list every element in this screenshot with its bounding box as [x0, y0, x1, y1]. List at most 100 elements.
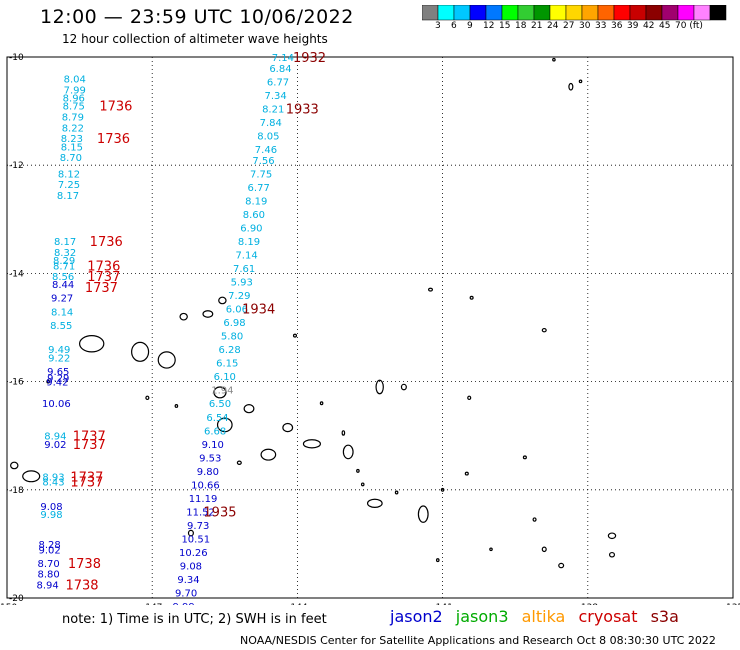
island-outline	[260, 448, 277, 461]
wave-height-value: 6.50	[209, 399, 231, 410]
wave-height-value: 6.10	[214, 372, 236, 383]
pass-time-label: 1737	[87, 270, 120, 285]
lat-tick-label: -10	[9, 53, 24, 63]
island-outline	[46, 379, 50, 384]
wave-height-value: 8.96	[63, 94, 85, 105]
island-outline	[607, 532, 617, 540]
island-outline	[541, 546, 547, 553]
legend-label: 3	[435, 21, 441, 31]
wave-height-value: 6.15	[216, 359, 238, 370]
island-outline	[174, 403, 179, 408]
wave-height-value: 8.80	[37, 570, 59, 581]
wave-height-value: 8.94	[44, 432, 66, 443]
island-outline	[489, 547, 493, 552]
pass-time-label: 1737	[73, 438, 106, 453]
wave-height-value: 5.93	[231, 278, 253, 289]
wave-height-value: 7.14	[272, 53, 294, 64]
mission-cryosat: cryosat	[578, 607, 638, 626]
wave-height-value: 8.43	[42, 478, 64, 489]
wave-height-value: 9.80	[197, 467, 219, 478]
island-outline	[282, 422, 294, 433]
wave-height-value: 6.77	[248, 183, 270, 194]
pass-time-label: 1932	[293, 51, 326, 66]
island-outline	[532, 517, 537, 522]
wave-height-value: 8.79	[62, 113, 84, 124]
lon-tick-label: -138	[578, 603, 599, 605]
island-outline	[435, 558, 440, 563]
wave-height-value: 9.70	[175, 589, 197, 600]
island-outline	[417, 505, 429, 523]
color-legend-bar	[422, 5, 727, 21]
wave-height-value: 8.19	[245, 196, 267, 207]
wave-height-value: 7.29	[228, 291, 250, 302]
wave-height-value: 7.14	[235, 250, 257, 261]
wave-height-value: 6.28	[219, 345, 241, 356]
lat-tick-label: -16	[9, 378, 24, 388]
wave-height-map: -150 -147 -144 -141 -138 -135 -10 -12 -14 -16 -18 -…	[0, 51, 740, 605]
lon-tick-label: -135	[723, 603, 740, 605]
wave-height-value: 10.51	[181, 534, 210, 545]
wave-height-value: 8.21	[262, 104, 284, 115]
wave-height-value: 6.84	[269, 64, 291, 75]
wave-height-value: 8.05	[257, 131, 279, 142]
island-outline	[558, 562, 565, 569]
island-outline	[366, 498, 383, 508]
page-title: 12:00 — 23:59 UTC 10/06/2022	[40, 6, 354, 28]
wave-height-value: 9.53	[199, 453, 221, 464]
wave-height-value: 8.04	[64, 75, 86, 86]
wave-height-value: 8.22	[62, 123, 84, 134]
pass-time-label: 1738	[65, 578, 98, 593]
lon-tick-label: -144	[287, 603, 308, 605]
map-frame	[6, 56, 734, 599]
pass-time-label: 1736	[97, 132, 130, 147]
wave-height-value: 7.99	[64, 85, 86, 96]
legend-label: 27	[563, 21, 575, 31]
lat-tick-label: -20	[9, 594, 24, 604]
island-outline	[356, 468, 360, 473]
wave-height-value: 8.71	[53, 261, 75, 272]
legend-label: 18	[515, 21, 527, 31]
pass-time-label: 1737	[73, 430, 106, 445]
wave-height-value: 8.93	[42, 472, 64, 483]
pass-time-label: 1933	[286, 102, 319, 117]
mission-altika: altika	[521, 607, 566, 626]
credit-line: NOAA/NESDIS Center for Satellite Applica…	[240, 634, 716, 647]
wave-height-value: 8.19	[238, 237, 260, 248]
page-subtitle: 12 hour collection of altimeter wave hei…	[62, 32, 328, 46]
wave-height-value: 9.49	[48, 345, 70, 356]
pass-time-label: 1737	[85, 281, 118, 296]
island-outline	[469, 295, 474, 300]
legend-label: 39	[627, 21, 639, 31]
island-outline	[213, 386, 227, 399]
wave-height-value: 7.61	[233, 264, 255, 275]
wave-height-value: 10.66	[191, 480, 220, 491]
legend-label: 45	[659, 21, 671, 31]
wave-height-value: 11.52	[186, 507, 215, 518]
wave-height-value: 8.17	[57, 191, 79, 202]
island-outline	[578, 79, 583, 84]
wave-height-value: 5.80	[221, 332, 243, 343]
mission-jason3: jason3	[455, 607, 509, 626]
legend-label: 70 (ft)	[675, 21, 703, 31]
wave-height-value: 8.28	[38, 540, 60, 551]
wave-height-value: 1.94	[211, 386, 233, 397]
wave-height-value: 7.56	[252, 156, 274, 167]
island-outline	[292, 333, 298, 338]
wave-height-value: 9.22	[48, 353, 70, 364]
island-outline	[145, 395, 150, 401]
lat-tick-label: -14	[9, 269, 24, 279]
wave-height-value: 9.08	[40, 502, 62, 513]
island-outline	[375, 379, 384, 395]
wave-height-value: 8.32	[54, 248, 76, 259]
island-outline	[464, 471, 469, 476]
lon-tick-label: -141	[432, 603, 452, 605]
legend-swatch	[709, 5, 727, 21]
wave-height-value: 8.14	[51, 307, 73, 318]
wave-height-value: 9.10	[202, 440, 224, 451]
legend-label: 9	[467, 21, 473, 31]
mission-legend: jason2 jason3 altika cryosat s3a	[390, 607, 687, 626]
island-outline	[608, 551, 616, 558]
legend-label: 33	[595, 21, 607, 31]
wave-height-value: 8.75	[63, 102, 85, 113]
mission-s3a: s3a	[650, 607, 679, 626]
